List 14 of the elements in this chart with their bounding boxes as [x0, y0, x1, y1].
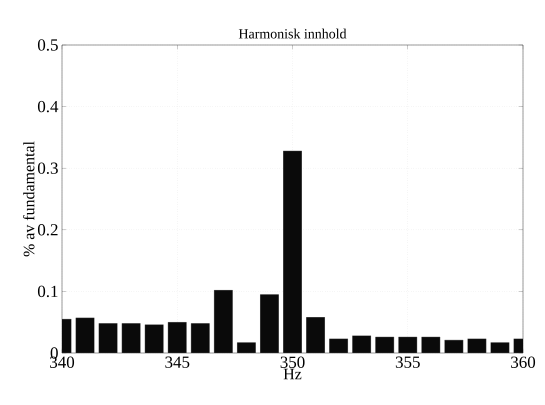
y-tick-label: 0.1 [38, 286, 58, 298]
x-tick-label: 340 [50, 356, 74, 368]
y-tick-label: 0.5 [38, 39, 58, 51]
y-tick-label: 0 [50, 347, 58, 359]
x-tick-label: 360 [511, 356, 536, 368]
y-tick-label: 0.4 [38, 100, 58, 112]
y-tick-label: 0.3 [38, 162, 58, 174]
x-tick-label: 345 [165, 356, 190, 368]
chart-title: Harmonisk innhold [238, 28, 346, 39]
y-tick-label: 0.2 [38, 224, 58, 236]
x-tick-label: 355 [396, 356, 420, 368]
x-axis-title: Hz [284, 368, 302, 380]
x-tick-label: 350 [280, 356, 305, 368]
y-axis-title: % av fundamental [23, 141, 34, 256]
